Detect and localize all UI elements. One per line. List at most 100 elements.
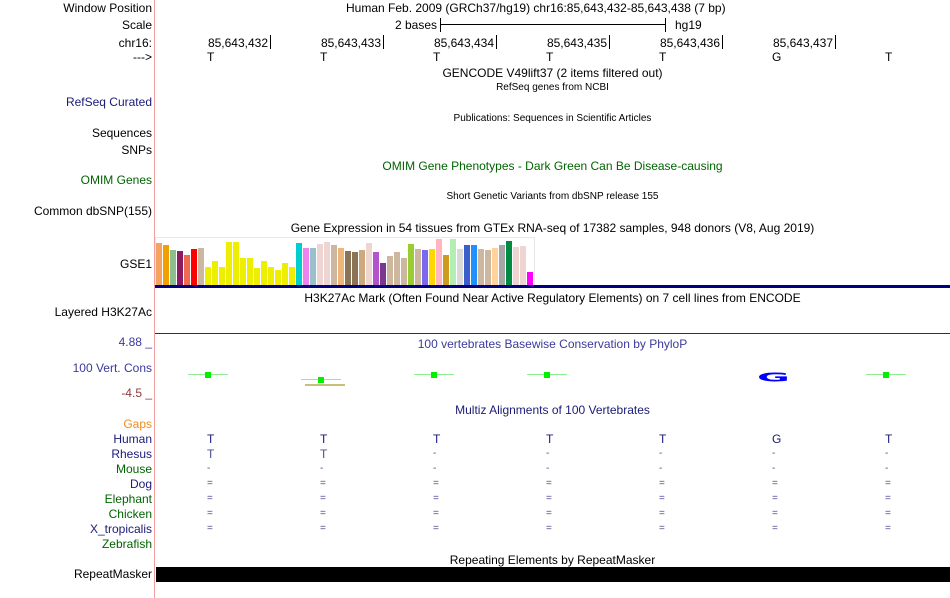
sequences-label[interactable]: Sequences — [91, 126, 152, 140]
gtex-tissue-bar[interactable] — [520, 245, 526, 285]
refseq-track-title[interactable]: RefSeq genes from NCBI — [496, 82, 609, 93]
gtex-tissue-bar[interactable] — [527, 271, 533, 285]
gtex-tissue-bar[interactable] — [170, 249, 176, 285]
gaps-label[interactable]: Gaps — [123, 417, 152, 431]
gtex-tissue-bar[interactable] — [177, 250, 183, 285]
gtex-tissue-bar[interactable] — [156, 243, 162, 285]
gtex-tissue-bar[interactable] — [464, 244, 470, 285]
gtex-tissue-bar[interactable] — [282, 262, 288, 285]
gtex-tissue-bar[interactable] — [240, 258, 246, 285]
aligned-base: = — [659, 478, 665, 489]
gtex-tissue-bar[interactable] — [247, 258, 253, 285]
aligned-base: - — [207, 463, 211, 474]
ruler-tick — [835, 35, 836, 49]
gtex-tissue-bar[interactable] — [310, 247, 316, 285]
gtex-tissue-bar[interactable] — [387, 255, 393, 285]
species-label[interactable]: Mouse — [115, 462, 152, 476]
gtex-tissue-bar[interactable] — [373, 251, 379, 285]
gtex-tissue-bar[interactable] — [450, 239, 456, 285]
publications-track-title[interactable]: Publications: Sequences in Scientific Ar… — [453, 113, 652, 124]
gtex-tissue-bar[interactable] — [345, 250, 351, 285]
gtex-tissue-bar[interactable] — [492, 247, 498, 285]
gtex-tissue-bar[interactable] — [219, 267, 225, 285]
gtex-tissue-bar[interactable] — [513, 246, 519, 285]
repeatmasker-label[interactable]: RepeatMasker — [73, 567, 152, 581]
gtex-tissue-bar[interactable] — [261, 261, 267, 285]
gtex-tissue-bar[interactable] — [275, 269, 281, 285]
phylop-track-title[interactable]: 100 vertebrates Basewise Conservation by… — [417, 337, 688, 351]
common-dbsnp-label[interactable]: Common dbSNP(155) — [33, 204, 152, 218]
gtex-tissue-bar[interactable] — [352, 251, 358, 285]
species-label[interactable]: Human — [113, 432, 152, 446]
aligned-base: = — [885, 523, 891, 534]
aligned-base: = — [207, 493, 213, 504]
gtex-tissue-bar[interactable] — [408, 244, 414, 285]
species-label[interactable]: X_tropicalis — [89, 522, 152, 536]
gtex-tissue-bar[interactable] — [366, 243, 372, 285]
gtex-tissue-bar[interactable] — [184, 254, 190, 285]
gtex-tissue-bar[interactable] — [317, 244, 323, 285]
gtex-tissue-bar[interactable] — [296, 243, 302, 285]
h3k27ac-baseline — [155, 333, 950, 334]
repeatmasker-track-title[interactable]: Repeating Elements by RepeatMasker — [449, 553, 656, 567]
gtex-bar-chart[interactable] — [155, 237, 535, 285]
gtex-tissue-bar[interactable] — [226, 242, 232, 285]
gtex-tissue-bar[interactable] — [359, 249, 365, 285]
gtex-track-title[interactable]: Gene Expression in 54 tissues from GTEx … — [290, 221, 815, 235]
gtex-gene-label[interactable]: GSE1 — [119, 257, 152, 271]
gtex-tissue-bar[interactable] — [380, 262, 386, 285]
gtex-tissue-bar[interactable] — [415, 248, 421, 285]
ruler-tick — [609, 35, 610, 49]
gtex-tissue-bar[interactable] — [478, 248, 484, 285]
h3k27ac-track-title[interactable]: H3K27Ac Mark (Often Found Near Active Re… — [304, 291, 801, 305]
assembly: hg19 — [675, 18, 702, 32]
gtex-tissue-bar[interactable] — [191, 248, 197, 285]
gencode-track-title[interactable]: GENCODE V49lift37 (2 items filtered out) — [442, 66, 663, 80]
gtex-tissue-bar[interactable] — [212, 261, 218, 285]
multiz-track-title[interactable]: Multiz Alignments of 100 Vertebrates — [455, 403, 650, 417]
dbsnp-track-title[interactable]: Short Genetic Variants from dbSNP releas… — [446, 191, 659, 202]
gtex-tissue-bar[interactable] — [457, 248, 463, 285]
omim-genes-label[interactable]: OMIM Genes — [80, 173, 152, 187]
ruler-tick — [270, 35, 271, 49]
gtex-tissue-bar[interactable] — [268, 267, 274, 285]
gtex-tissue-bar[interactable] — [233, 242, 239, 285]
ruler-tick — [383, 35, 384, 49]
species-label[interactable]: Elephant — [104, 492, 152, 506]
gtex-tissue-bar[interactable] — [506, 241, 512, 285]
gtex-tissue-bar[interactable] — [485, 249, 491, 285]
gtex-tissue-bar[interactable] — [499, 244, 505, 285]
repeatmasker-element[interactable] — [156, 567, 950, 582]
gtex-tissue-bar[interactable] — [254, 267, 260, 285]
refseq-curated-label[interactable]: RefSeq Curated — [65, 95, 152, 109]
gtex-tissue-bar[interactable] — [436, 239, 442, 285]
gtex-tissue-bar[interactable] — [338, 247, 344, 285]
aligned-base: - — [320, 463, 324, 474]
gtex-tissue-bar[interactable] — [289, 267, 295, 285]
aligned-base: - — [659, 463, 663, 474]
aligned-base: T — [885, 432, 893, 446]
species-label[interactable]: Zebrafish — [101, 537, 152, 551]
gtex-tissue-bar[interactable] — [198, 247, 204, 285]
gtex-tissue-bar[interactable] — [429, 248, 435, 285]
layered-h3k27ac-label[interactable]: Layered H3K27Ac — [54, 305, 152, 319]
gtex-tissue-bar[interactable] — [443, 254, 449, 285]
gtex-tissue-bar[interactable] — [205, 267, 211, 285]
species-label[interactable]: Rhesus — [111, 447, 152, 461]
gtex-tissue-bar[interactable] — [422, 249, 428, 285]
vert-cons-label[interactable]: 100 Vert. Cons — [72, 361, 152, 375]
gtex-tissue-bar[interactable] — [163, 244, 169, 285]
aligned-base: - — [659, 448, 663, 459]
gtex-tissue-bar[interactable] — [303, 247, 309, 285]
species-label[interactable]: Dog — [129, 477, 152, 491]
species-label[interactable]: Chicken — [108, 507, 152, 521]
gtex-tissue-bar[interactable] — [394, 251, 400, 285]
gtex-tissue-bar[interactable] — [324, 242, 330, 285]
gtex-tissue-bar[interactable] — [331, 244, 337, 285]
aligned-base: = — [659, 523, 665, 534]
gtex-tissue-bar[interactable] — [401, 258, 407, 285]
snps-label[interactable]: SNPs — [121, 143, 152, 157]
window-position[interactable]: Human Feb. 2009 (GRCh37/hg19) chr16:85,6… — [346, 1, 726, 15]
omim-track-title[interactable]: OMIM Gene Phenotypes - Dark Green Can Be… — [382, 159, 723, 173]
gtex-tissue-bar[interactable] — [471, 244, 477, 285]
